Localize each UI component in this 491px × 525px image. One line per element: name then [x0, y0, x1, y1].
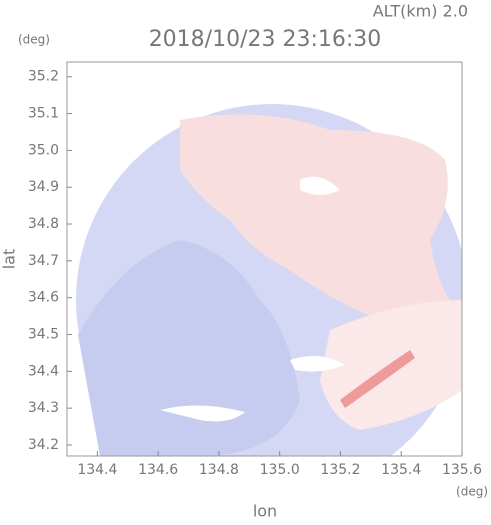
plot-frame — [66, 61, 463, 457]
y-tick-label: 34.3 — [28, 400, 59, 416]
chart-title: 2018/10/23 23:16:30 — [149, 27, 382, 52]
y-tick-label: 35.0 — [28, 142, 59, 158]
y-tick-label: 34.4 — [28, 363, 59, 379]
altitude-label: ALT(km) 2.0 — [373, 2, 468, 21]
y-tick-label: 34.9 — [28, 179, 59, 195]
x-axis-title: lon — [253, 502, 277, 521]
x-tick-label: 134.4 — [77, 462, 117, 478]
y-tick-label: 35.1 — [28, 106, 59, 122]
x-tick-label: 135.2 — [320, 462, 360, 478]
y-tick-label: 34.6 — [28, 290, 59, 306]
y-axis-title: lat — [0, 249, 19, 270]
x-tick-label: 135.6 — [442, 462, 482, 478]
y-tick-label: 34.5 — [28, 326, 59, 342]
x-tick-label: 134.8 — [199, 462, 239, 478]
x-unit: (deg) — [456, 485, 488, 499]
x-tick-label: 135.0 — [260, 462, 300, 478]
y-tick-label: 34.8 — [28, 216, 59, 232]
y-tick-label: 35.2 — [28, 69, 59, 85]
y-unit: (deg) — [18, 33, 50, 47]
x-tick-label: 135.4 — [381, 462, 421, 478]
y-tick-label: 34.7 — [28, 253, 59, 269]
radar-field — [76, 104, 462, 456]
x-tick-label: 134.6 — [138, 462, 178, 478]
y-tick-label: 34.2 — [28, 437, 59, 453]
